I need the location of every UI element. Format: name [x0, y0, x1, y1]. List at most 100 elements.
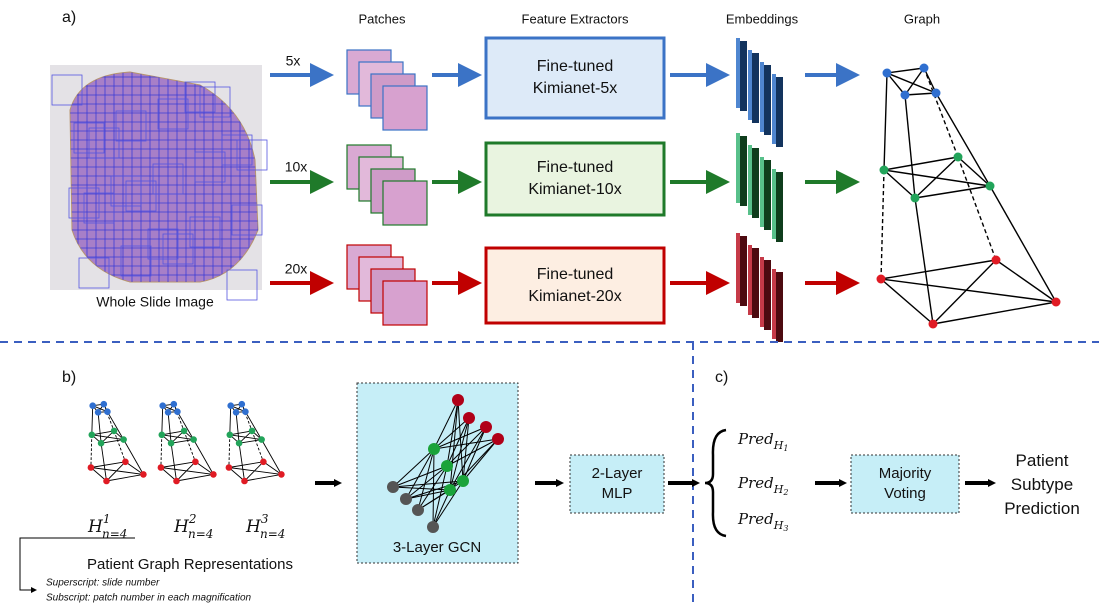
graph: [226, 401, 285, 484]
node: [387, 481, 399, 493]
edge: [887, 68, 924, 73]
node: [242, 408, 249, 415]
layout: [0, 38, 1099, 607]
edge: [881, 279, 933, 324]
line: 2-Layer: [592, 465, 643, 482]
node: [168, 440, 175, 447]
edge: [881, 170, 884, 279]
node: [100, 401, 107, 408]
embedding: [740, 136, 747, 206]
subsub: 2: [782, 488, 788, 497]
line: Fine-tuned: [537, 58, 614, 75]
prediction: PredH2: [737, 474, 788, 497]
panel-label: c): [715, 369, 728, 386]
sub: H: [773, 439, 784, 452]
node: [457, 475, 469, 487]
magnification: 10x: [285, 159, 308, 175]
node: [173, 478, 180, 485]
node: [88, 464, 95, 471]
edge: [162, 406, 163, 435]
node: [480, 421, 492, 433]
edge: [884, 73, 887, 170]
node: [120, 436, 127, 443]
wsi-label: Whole Slide Image: [96, 294, 214, 310]
figure: a) Patches Feature Extractors Embeddings…: [0, 0, 1099, 607]
column-header: Embeddings: [726, 11, 799, 26]
sub: n=4: [260, 527, 285, 541]
node: [88, 432, 95, 439]
node: [238, 401, 245, 408]
node: [241, 478, 248, 485]
node: [920, 64, 929, 73]
node: [227, 402, 234, 409]
node: [427, 521, 439, 533]
note: Subscript: patch number in each magnific…: [46, 593, 252, 604]
node: [226, 464, 233, 471]
sub: H: [773, 519, 784, 532]
gcn-box: [357, 383, 518, 563]
node: [877, 275, 886, 284]
node: [165, 409, 172, 416]
embedding: [764, 260, 771, 330]
sup: 1: [103, 512, 111, 526]
node: [174, 408, 181, 415]
node: [158, 464, 165, 471]
node: [140, 471, 147, 478]
node: [954, 153, 963, 162]
node: [986, 182, 995, 191]
node: [236, 440, 243, 447]
node: [122, 459, 129, 466]
node: [400, 493, 412, 505]
graph: [877, 64, 1061, 329]
embedding-side: [760, 62, 764, 132]
edge: [92, 406, 93, 435]
node: [181, 428, 188, 435]
node: [929, 320, 938, 329]
line: Kimianet-10x: [528, 181, 621, 198]
edge: [101, 443, 106, 481]
embedding-side: [772, 169, 776, 239]
node: [932, 89, 941, 98]
edge: [881, 279, 1056, 302]
node: [441, 460, 453, 472]
base: Pred: [737, 510, 774, 528]
magnification: 20x: [285, 261, 308, 277]
edge: [229, 435, 230, 468]
note: Superscript: slide number: [46, 578, 160, 589]
embedding: [764, 160, 771, 230]
embedding-side: [772, 74, 776, 144]
graph: [88, 401, 147, 484]
magnification: 5x: [286, 53, 301, 69]
graph-symbol: H3n=4: [245, 512, 285, 541]
embedding-side: [760, 157, 764, 227]
edge: [168, 412, 171, 443]
edge: [91, 435, 92, 468]
sup: 2: [188, 512, 197, 526]
line: Fine-tuned: [537, 159, 614, 176]
subsub: 1: [783, 444, 788, 453]
node: [492, 433, 504, 445]
edge: [161, 435, 162, 468]
embedding-side: [760, 257, 764, 327]
embedding-side: [772, 269, 776, 339]
base: Pred: [737, 474, 774, 492]
node: [103, 478, 110, 485]
embedding-side: [736, 38, 740, 108]
node: [249, 428, 256, 435]
node: [992, 256, 1001, 265]
edge: [239, 443, 244, 481]
edge: [194, 440, 214, 475]
edge: [990, 186, 1056, 302]
embedding: [752, 248, 759, 318]
patch: [383, 281, 427, 325]
node: [210, 471, 217, 478]
line: Kimianet-20x: [528, 288, 621, 305]
node: [192, 459, 199, 466]
embedding-side: [736, 233, 740, 303]
edge: [171, 443, 176, 481]
sup: 3: [261, 512, 269, 526]
embedding: [740, 41, 747, 111]
edge: [905, 93, 936, 95]
line: Voting: [884, 485, 926, 502]
node: [444, 484, 456, 496]
